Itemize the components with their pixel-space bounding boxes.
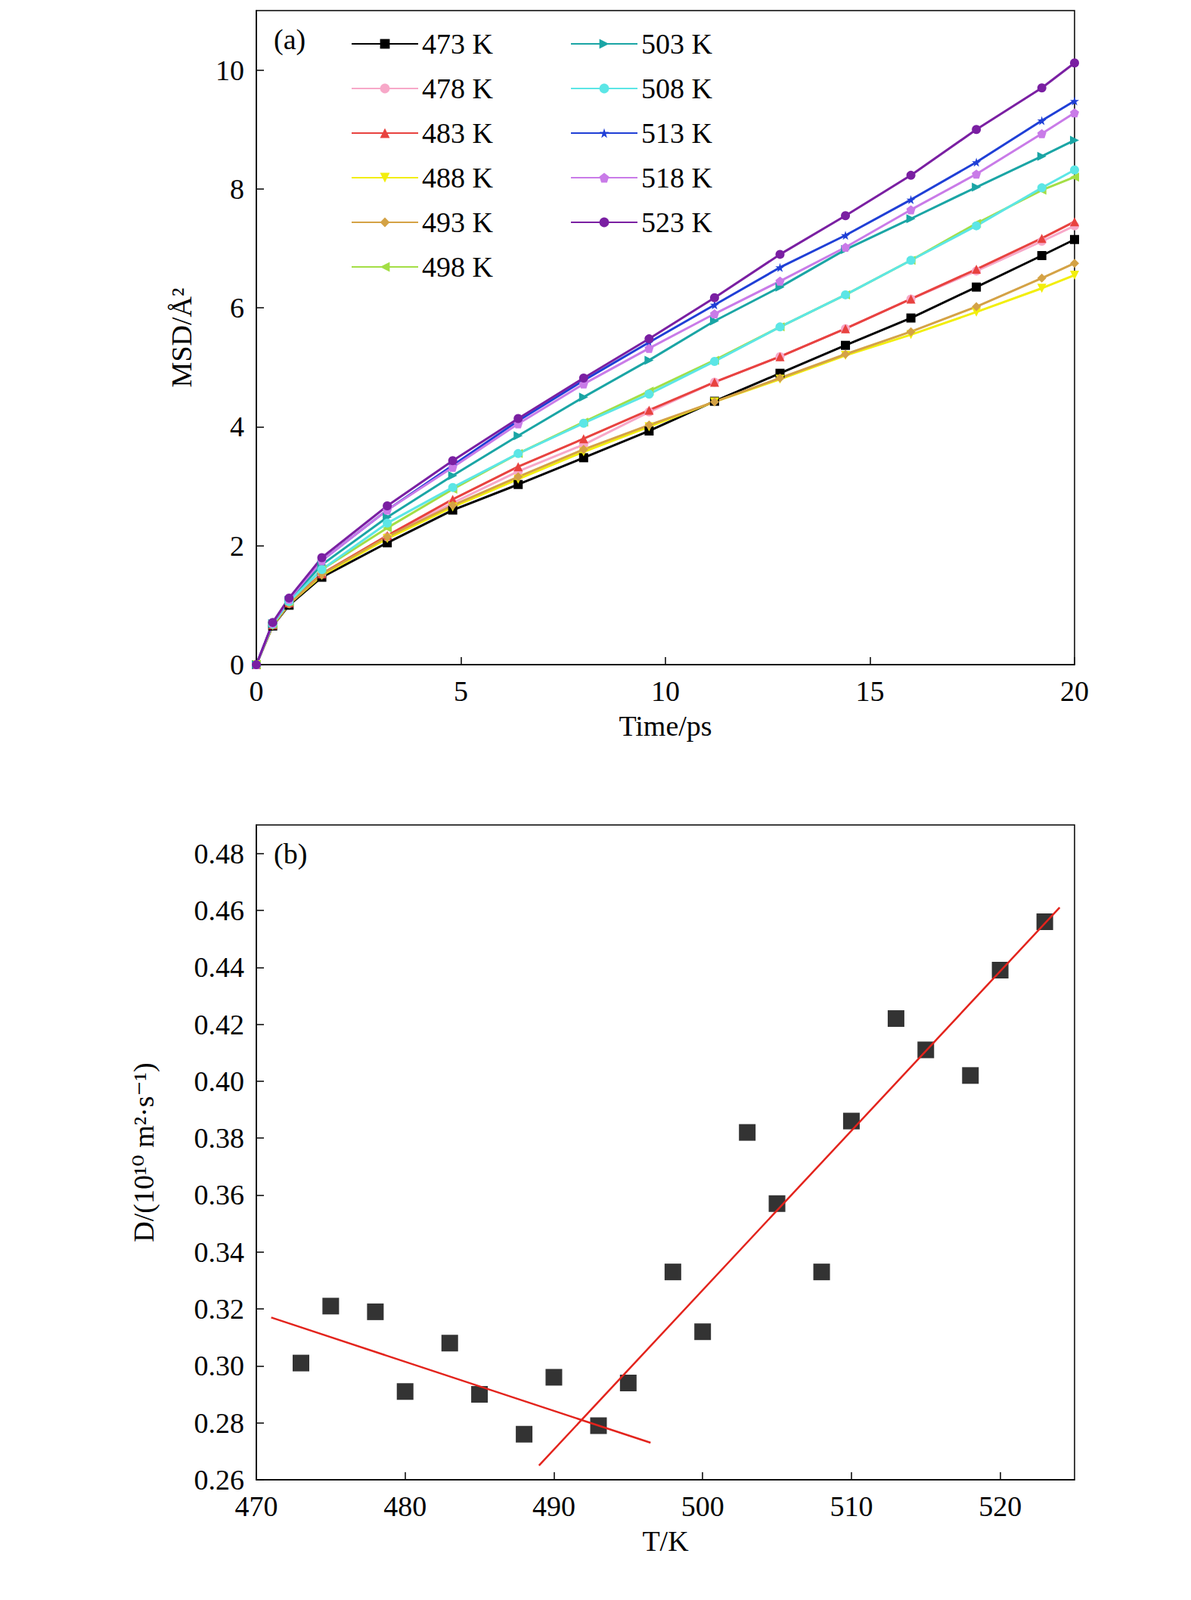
svg-text:4: 4 bbox=[229, 410, 245, 443]
svg-text:0.32: 0.32 bbox=[194, 1293, 246, 1325]
svg-text:493 K: 493 K bbox=[421, 206, 494, 239]
svg-text:8: 8 bbox=[229, 173, 245, 205]
svg-text:2: 2 bbox=[229, 530, 245, 562]
svg-text:513 K: 513 K bbox=[641, 117, 714, 149]
svg-text:520: 520 bbox=[978, 1490, 1022, 1523]
svg-text:0.44: 0.44 bbox=[194, 951, 246, 984]
svg-text:510: 510 bbox=[829, 1490, 873, 1523]
svg-text:480: 480 bbox=[383, 1490, 427, 1523]
svg-text:15: 15 bbox=[856, 675, 885, 708]
svg-text:473 K: 473 K bbox=[421, 27, 494, 60]
svg-text:20: 20 bbox=[1060, 675, 1089, 708]
svg-text:498 K: 498 K bbox=[421, 251, 494, 283]
svg-text:0.30: 0.30 bbox=[194, 1349, 246, 1382]
svg-text:6: 6 bbox=[229, 291, 245, 324]
svg-text:0.34: 0.34 bbox=[194, 1236, 246, 1269]
svg-text:D/(10¹⁰ m²·s⁻¹): D/(10¹⁰ m²·s⁻¹) bbox=[127, 1062, 161, 1242]
svg-text:523 K: 523 K bbox=[641, 206, 714, 239]
svg-text:5: 5 bbox=[453, 675, 469, 708]
svg-text:0.42: 0.42 bbox=[194, 1008, 246, 1041]
svg-text:(a): (a) bbox=[273, 23, 306, 56]
svg-text:10: 10 bbox=[215, 54, 245, 87]
svg-text:0.36: 0.36 bbox=[194, 1178, 246, 1211]
svg-text:MSD/Å²: MSD/Å² bbox=[165, 288, 198, 388]
svg-text:(b): (b) bbox=[273, 837, 308, 871]
svg-text:490: 490 bbox=[532, 1490, 576, 1523]
svg-text:10: 10 bbox=[651, 675, 680, 708]
svg-text:Time/ps: Time/ps bbox=[618, 710, 712, 742]
svg-text:0.40: 0.40 bbox=[194, 1065, 246, 1098]
svg-text:500: 500 bbox=[681, 1490, 725, 1523]
svg-text:488 K: 488 K bbox=[421, 161, 494, 194]
svg-text:470: 470 bbox=[235, 1490, 279, 1523]
svg-text:0.28: 0.28 bbox=[194, 1407, 246, 1440]
svg-text:0.26: 0.26 bbox=[193, 1463, 245, 1496]
svg-text:0.38: 0.38 bbox=[194, 1122, 246, 1154]
svg-text:483 K: 483 K bbox=[421, 117, 494, 149]
svg-text:0.48: 0.48 bbox=[194, 837, 246, 870]
svg-text:508 K: 508 K bbox=[641, 72, 714, 105]
svg-text:518 K: 518 K bbox=[641, 161, 714, 194]
svg-text:478 K: 478 K bbox=[421, 72, 494, 105]
svg-text:T/K: T/K bbox=[642, 1525, 689, 1557]
svg-text:0.46: 0.46 bbox=[194, 894, 246, 927]
svg-text:0: 0 bbox=[249, 675, 264, 708]
svg-text:503 K: 503 K bbox=[641, 27, 714, 60]
svg-text:0: 0 bbox=[229, 648, 245, 681]
